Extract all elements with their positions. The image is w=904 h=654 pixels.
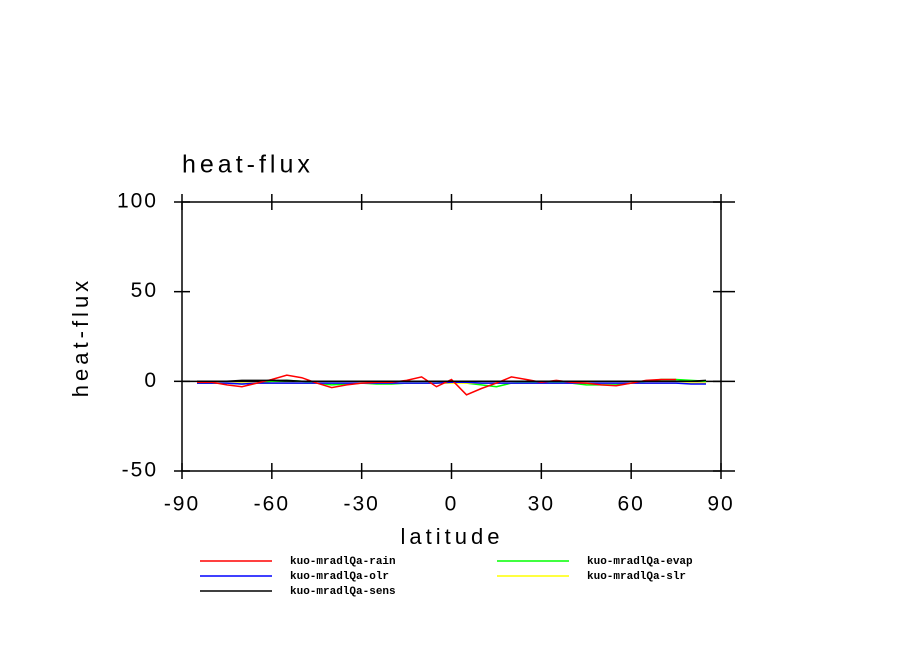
y-axis-label: heat-flux xyxy=(68,277,93,397)
chart-title: heat-flux xyxy=(182,151,314,179)
legend-label: kuo-mradlQa-evap xyxy=(587,556,693,568)
x-tick-label: 30 xyxy=(528,493,555,516)
y-tick-label: 100 xyxy=(117,190,158,213)
series-line xyxy=(197,379,707,383)
x-tick-label: 60 xyxy=(617,493,644,516)
x-axis-label: latitude xyxy=(401,524,504,549)
x-tick-label: 90 xyxy=(707,493,734,516)
legend-label: kuo-mradlQa-olr xyxy=(290,571,389,583)
x-tick-label: -30 xyxy=(343,493,379,516)
y-tick-label: 0 xyxy=(144,369,158,392)
x-tick-label: -60 xyxy=(254,493,290,516)
y-tick-label: -50 xyxy=(122,459,158,482)
series-line xyxy=(197,381,706,385)
series-line xyxy=(197,374,677,396)
legend-label: kuo-mradlQa-rain xyxy=(290,556,396,568)
legend-label: kuo-mradlQa-slr xyxy=(587,571,686,583)
y-tick-label: 50 xyxy=(131,279,158,302)
x-tick-label: 0 xyxy=(445,493,459,516)
x-tick-label: -90 xyxy=(164,493,200,516)
legend-label: kuo-mradlQa-sens xyxy=(290,586,396,598)
